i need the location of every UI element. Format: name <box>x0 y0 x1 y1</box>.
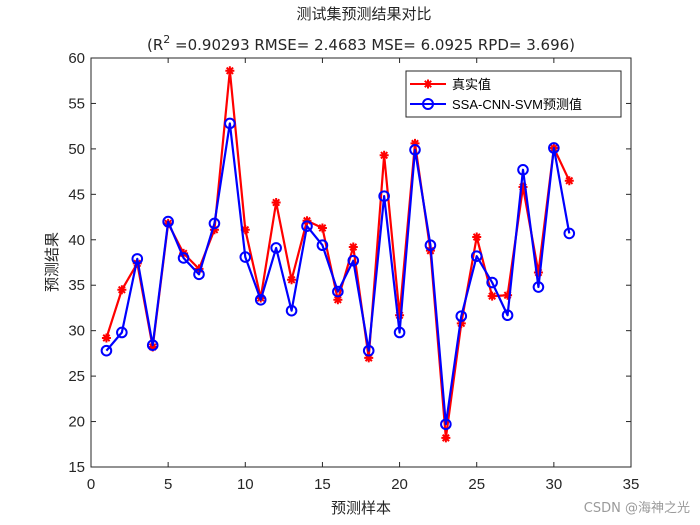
y-tick-label: 20 <box>68 414 85 431</box>
subtitle-prefix: (R <box>147 36 163 54</box>
y-tick-label: 15 <box>68 459 85 476</box>
real-point <box>148 342 158 352</box>
predicted-point <box>440 418 452 431</box>
x-axis-label: 预测样本 <box>331 499 391 517</box>
predicted-point <box>270 242 282 254</box>
chart-subtitle: (R2 =0.90293 RMSE= 2.4683 MSE= 6.0925 RP… <box>147 33 575 54</box>
legend-label-predicted: SSA-CNN-SVM预测值 <box>452 97 582 112</box>
predicted-point <box>146 339 159 352</box>
predicted-point <box>285 304 298 317</box>
real-point <box>518 182 528 192</box>
predicted-point <box>193 268 205 281</box>
predicted-point <box>501 309 514 322</box>
predicted-point <box>362 344 375 357</box>
x-tick-label: 35 <box>623 476 640 493</box>
predicted-point <box>409 143 421 156</box>
real-point <box>379 150 389 160</box>
y-tick-label: 25 <box>68 368 85 385</box>
predicted-point <box>393 326 406 339</box>
predicted-point <box>116 326 128 339</box>
predicted-point <box>532 281 545 293</box>
real-point <box>287 275 297 285</box>
real-point <box>533 267 543 277</box>
real-point <box>487 291 497 301</box>
predicted-point <box>548 142 560 154</box>
watermark-text: CSDN @海神之光 <box>584 501 690 516</box>
y-tick-label: 55 <box>68 95 85 112</box>
predicted-point <box>224 117 236 130</box>
predicted-point <box>470 250 483 262</box>
real-point <box>101 333 111 343</box>
real-point <box>348 242 358 252</box>
x-tick-label: 5 <box>164 476 172 493</box>
y-axis-label: 预测结果 <box>43 232 61 292</box>
x-tick-label: 0 <box>87 476 95 493</box>
real-point <box>333 295 343 305</box>
y-tick-label: 40 <box>68 232 85 249</box>
predicted-point <box>563 227 576 240</box>
x-axis: 0 5 10 15 20 25 30 35 <box>87 58 640 493</box>
predicted-point <box>254 293 267 306</box>
predicted-point <box>131 253 144 265</box>
x-tick-label: 30 <box>546 476 563 493</box>
real-point <box>410 138 420 148</box>
real-point <box>564 176 574 186</box>
real-point <box>117 285 127 295</box>
x-tick-label: 25 <box>468 476 485 493</box>
predicted-point <box>486 276 498 289</box>
x-tick-label: 15 <box>314 476 331 493</box>
series-line <box>105 122 571 426</box>
y-axis: 15 20 25 30 35 40 45 50 55 60 <box>68 50 631 476</box>
predicted-point <box>347 254 360 267</box>
predicted-point <box>316 239 329 252</box>
real-point <box>240 225 250 235</box>
predicted-point <box>332 285 344 298</box>
predicted-point <box>177 252 190 264</box>
x-tick-label: 20 <box>391 476 408 493</box>
y-tick-label: 45 <box>68 186 85 203</box>
chart-title: 测试集预测结果对比 <box>296 5 431 23</box>
legend-circle-marker <box>422 98 434 110</box>
subtitle-metrics: =0.90293 RMSE= 2.4683 MSE= 6.0925 RPD= 3… <box>170 36 575 54</box>
x-tick-label: 10 <box>237 476 254 493</box>
real-point <box>225 66 235 76</box>
real-point <box>271 198 281 208</box>
legend-box <box>405 70 622 118</box>
predicted-point <box>455 310 468 322</box>
legend-label-real: 真实值 <box>452 77 491 92</box>
predicted-point <box>208 217 221 230</box>
y-tick-label: 35 <box>68 277 85 294</box>
real-point <box>317 223 327 233</box>
legend-asterisk-marker <box>423 79 433 89</box>
legend: 真实值 SSA-CNN-SVM预测值 <box>405 70 622 118</box>
predicted-point <box>517 163 529 176</box>
y-tick-label: 60 <box>68 50 85 67</box>
real-point <box>441 433 451 443</box>
predicted-point <box>424 239 437 252</box>
predicted-point <box>239 251 252 263</box>
real-point <box>472 232 482 242</box>
real-point <box>395 310 405 320</box>
predicted-point <box>162 215 174 228</box>
plot-area <box>90 57 632 468</box>
predicted-point <box>301 220 313 232</box>
real-point <box>503 290 513 300</box>
series-layer <box>100 66 576 443</box>
predicted-point <box>378 190 390 202</box>
y-tick-label: 50 <box>68 141 85 158</box>
real-point <box>209 225 219 235</box>
predicted-point <box>100 344 113 357</box>
subtitle-exponent: 2 <box>163 33 170 46</box>
real-point <box>364 353 374 363</box>
y-tick-label: 30 <box>68 323 85 340</box>
series-predicted <box>100 117 576 431</box>
